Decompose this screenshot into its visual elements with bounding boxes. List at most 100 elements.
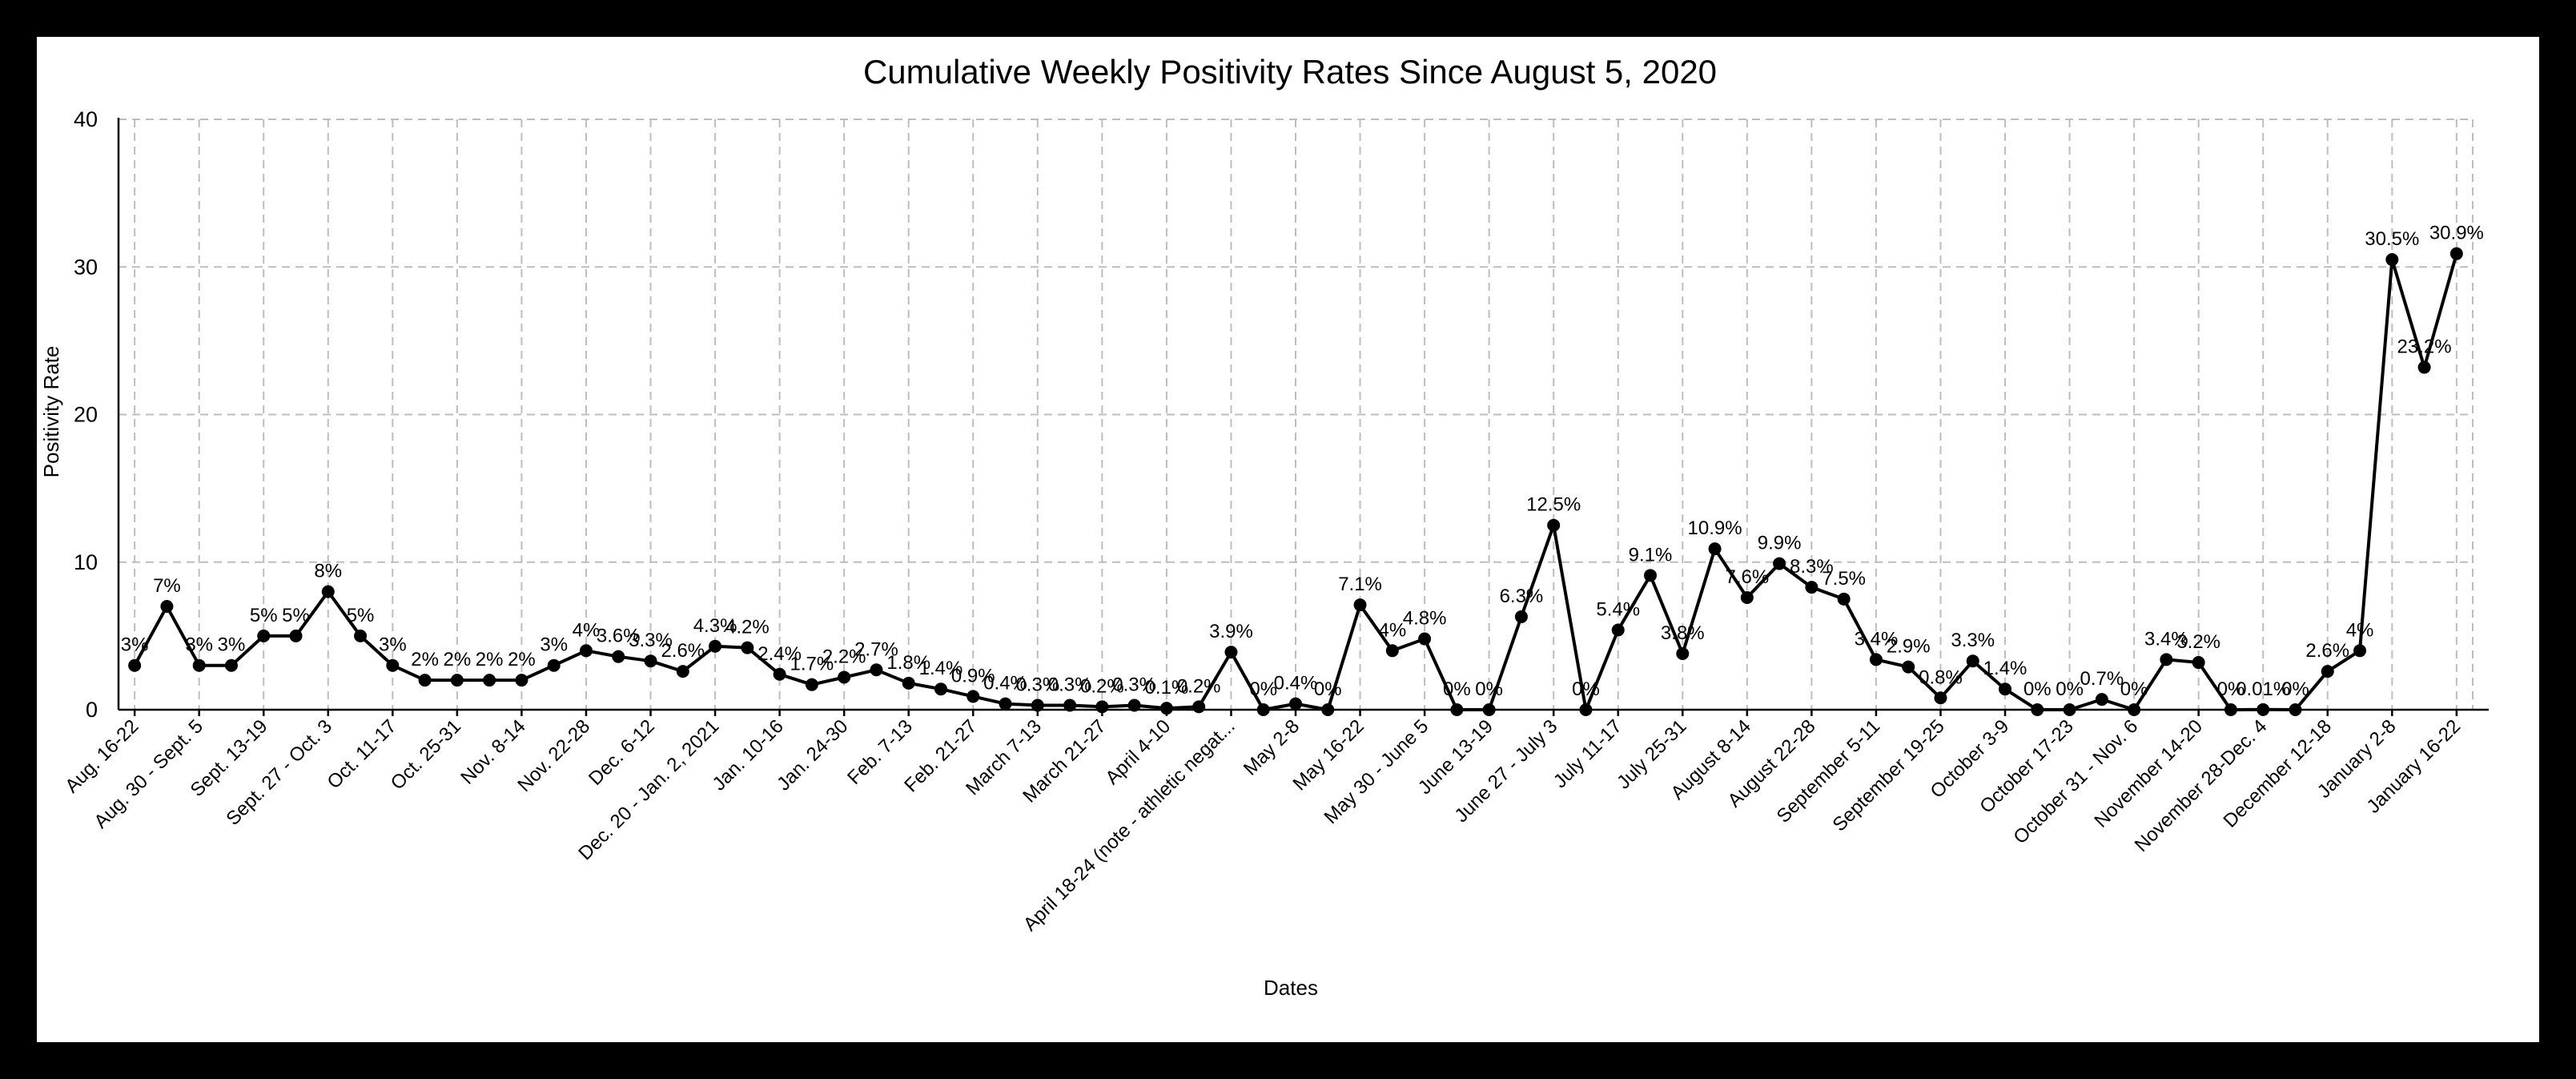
y-tick-label: 40 [74,107,98,131]
data-label: 10.9% [1688,517,1742,539]
x-tick-label: Oct. 25-31 [387,715,465,794]
data-point [547,658,561,672]
data-label: 3% [540,634,568,656]
data-point [1902,660,1915,674]
data-label: 2% [476,649,504,670]
chart-frame: Cumulative Weekly Positivity Rates Since… [37,37,2539,1042]
data-label: 3% [218,634,246,656]
data-label: 30.9% [2429,223,2484,244]
data-point [934,682,947,696]
data-point [2160,653,2173,666]
data-point [1031,699,1044,712]
x-tick-label: May 2-8 [1240,715,1304,779]
y-tick-label: 20 [74,403,98,427]
data-point [2449,247,2463,260]
data-label: 12.5% [1526,494,1581,516]
data-label: 0.3% [1112,674,1156,695]
data-point [1644,569,1658,582]
data-point [1869,653,1883,666]
data-label: 9.9% [1758,533,1802,554]
data-point [1418,632,1432,646]
data-point [902,676,915,690]
data-point [128,658,142,672]
data-point [192,658,206,672]
gridlines [119,119,2474,710]
x-tick-label: November 14-20 [2090,715,2206,831]
data-point [805,678,818,691]
data-label: 0.8% [1919,666,1963,688]
data-point [2095,693,2108,707]
data-point [1934,691,1947,705]
data-point [1708,542,1722,556]
data-label: 0% [2217,678,2245,700]
data-label: 3.6% [597,626,641,647]
x-tick-label: December 12-18 [2220,715,2336,831]
data-point [1385,644,1399,658]
data-point [450,674,464,687]
data-point [967,690,980,703]
y-axis-title: Positivity Rate [39,346,63,478]
data-point [1999,682,2012,696]
data-label: 0.4% [1274,673,1318,695]
data-label: 2% [411,649,439,670]
data-point [515,674,528,687]
data-point [644,654,657,668]
x-axis-title: Dates [1264,976,1318,1000]
data-point [1482,703,1496,716]
data-point [418,674,432,687]
data-point [354,629,368,642]
data-point [1159,702,1173,715]
data-point [2321,665,2334,678]
data-label: 0% [1443,678,1471,700]
data-point [773,667,786,681]
y-tick-label: 0 [86,698,98,722]
data-point [676,665,689,678]
y-tick-labels: 0 10 20 30 40 [74,107,98,722]
data-label: 2.9% [1887,636,1931,658]
data-label: 3.9% [1209,621,1253,642]
data-point [2224,703,2237,716]
data-point [1676,646,1690,660]
data-point [1321,703,1335,716]
data-label: 30.5% [2365,228,2419,250]
data-point [741,641,754,654]
data-label: 0.2% [1080,675,1124,697]
data-point [2257,703,2270,716]
x-tick-label: October 31 - Nov. 6 [2009,715,2142,848]
data-point [2385,253,2399,267]
data-point [1611,623,1625,637]
data-point [1256,703,1270,716]
data-point [1773,557,1786,570]
data-point [160,600,174,614]
data-label: 5% [250,605,278,626]
data-point [2353,644,2367,658]
data-label: 3% [121,634,149,656]
data-label: 0.3% [1015,674,1059,695]
x-tick-label: Aug. 30 - Sept. 5 [90,715,207,832]
data-label: 7.1% [1338,574,1382,595]
data-label: 0% [2281,678,2309,700]
data-point [2128,703,2141,716]
data-label: 0% [1249,678,1277,700]
data-point [709,639,722,653]
data-label: 2.6% [2305,640,2349,662]
data-label: 2% [508,649,536,670]
data-label: 0% [1475,678,1503,700]
data-point [870,663,883,677]
data-label: 1.8% [886,652,930,674]
data-label: 0% [2120,678,2148,700]
chart-title: Cumulative Weekly Positivity Rates Since… [863,53,1717,91]
data-point [1450,703,1464,716]
data-point [386,658,400,672]
data-point [1095,700,1109,714]
data-label: 4.2% [725,617,770,638]
data-label: 0% [1314,678,1342,700]
line-chart: Cumulative Weekly Positivity Rates Since… [39,53,2489,1000]
y-tick-label: 30 [74,255,98,279]
data-label: 3.4% [1855,628,1899,650]
data-point [2031,703,2044,716]
data-point [1192,700,1206,714]
data-point [224,658,238,672]
data-point [321,585,335,598]
